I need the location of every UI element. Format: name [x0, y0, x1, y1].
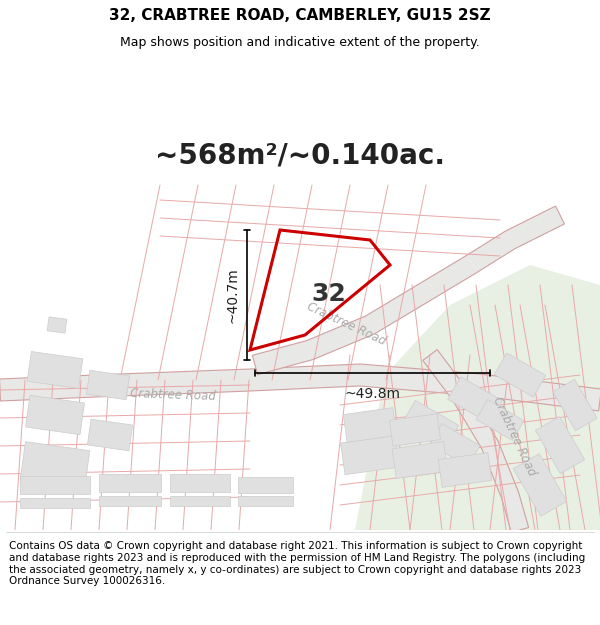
Polygon shape: [430, 424, 480, 466]
Polygon shape: [392, 441, 448, 479]
Text: ~49.8m: ~49.8m: [344, 387, 401, 401]
Polygon shape: [26, 396, 85, 434]
Polygon shape: [343, 408, 397, 442]
Polygon shape: [20, 442, 90, 488]
Polygon shape: [86, 371, 130, 399]
Text: Contains OS data © Crown copyright and database right 2021. This information is : Contains OS data © Crown copyright and d…: [9, 541, 585, 586]
Polygon shape: [99, 496, 161, 506]
Text: 32: 32: [311, 282, 346, 306]
Polygon shape: [494, 353, 546, 397]
Polygon shape: [341, 436, 400, 474]
Polygon shape: [88, 419, 133, 451]
Polygon shape: [47, 317, 67, 333]
Polygon shape: [170, 496, 230, 506]
Text: ~568m²/~0.140ac.: ~568m²/~0.140ac.: [155, 141, 445, 169]
Polygon shape: [20, 476, 90, 494]
Polygon shape: [238, 477, 293, 493]
Polygon shape: [170, 474, 230, 492]
Text: Crabtree Road: Crabtree Road: [305, 300, 388, 348]
Polygon shape: [476, 399, 524, 441]
Polygon shape: [448, 377, 502, 423]
Text: Crabtree Road: Crabtree Road: [490, 395, 538, 478]
Polygon shape: [0, 364, 600, 411]
Text: ~40.7m: ~40.7m: [226, 267, 240, 323]
Polygon shape: [253, 206, 565, 374]
Polygon shape: [238, 496, 293, 506]
Polygon shape: [401, 401, 458, 449]
Polygon shape: [438, 452, 492, 488]
Text: 32, CRABTREE ROAD, CAMBERLEY, GU15 2SZ: 32, CRABTREE ROAD, CAMBERLEY, GU15 2SZ: [109, 8, 491, 23]
Polygon shape: [423, 349, 529, 532]
Polygon shape: [389, 414, 440, 446]
Polygon shape: [513, 454, 567, 516]
Polygon shape: [535, 416, 584, 474]
Polygon shape: [27, 351, 83, 389]
Polygon shape: [20, 498, 90, 508]
Polygon shape: [355, 265, 600, 530]
Polygon shape: [553, 379, 597, 431]
Text: Map shows position and indicative extent of the property.: Map shows position and indicative extent…: [120, 36, 480, 49]
Polygon shape: [99, 474, 161, 492]
Text: Crabtree Road: Crabtree Road: [130, 387, 216, 403]
